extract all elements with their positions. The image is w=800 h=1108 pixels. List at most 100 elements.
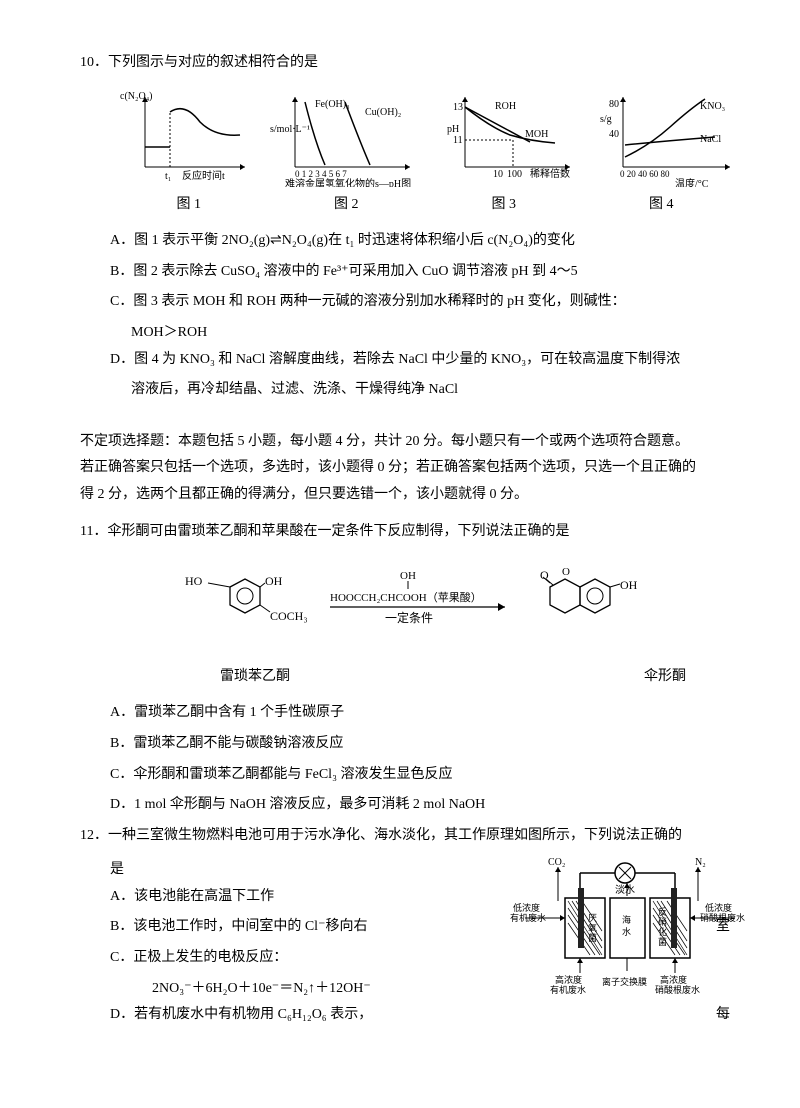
fig2-line1: Fe(OH)₃ xyxy=(315,99,350,110)
q12-opt-d: D．若有机废水中有机物用 C₆H₁₂O₆ 表示， xyxy=(110,1002,520,1029)
q10-opt-d: D．图 4 为 KNO₃ 和 NaCl 溶解度曲线，若除去 NaCl 中少量的 … xyxy=(110,347,740,374)
fig1-ylabel: c(N₂O₄) xyxy=(120,91,153,102)
q12-stem: 12．一种三室微生物燃料电池可用于污水净化、海水淡化，其工作原理如图所示，下列说… xyxy=(80,823,740,850)
fig3-moh: MOH xyxy=(525,129,548,140)
mid-out: 离子交换膜 xyxy=(602,976,647,987)
section-l2: 若正确答案只包括一个选项，多选时，该小题得 0 分；若正确答案包括两个选项，只选… xyxy=(80,455,740,482)
fig2-line2: Cu(OH)₂ xyxy=(365,107,401,118)
fig3-y11: 11 xyxy=(453,135,463,146)
svg-text:菌: 菌 xyxy=(588,932,597,943)
q12-b-suffix: 室 xyxy=(716,914,730,941)
fig2-label: 图 2 xyxy=(268,192,426,219)
reagent-label: HOOCCH₂CHCOOH（苹果酸） xyxy=(330,590,482,604)
q11-opt-a: A．雷琐苯乙酮中含有 1 个手性碳原子 xyxy=(110,700,740,727)
right-out1: 高浓度 xyxy=(660,974,687,985)
q10-number: 10． xyxy=(80,55,108,70)
svg-text:O: O xyxy=(562,566,570,578)
q12-stem-text: 一种三室微生物燃料电池可用于污水净化、海水淡化，其工作原理如图所示，下列说法正确… xyxy=(108,828,682,843)
q12-opt-b: B．该电池工作时，中间室中的 Cl⁻移向右 xyxy=(110,914,520,941)
fig3-x10: 10 xyxy=(493,169,503,180)
condition: 一定条件 xyxy=(385,610,433,625)
bact-l: 厌 xyxy=(588,913,597,923)
fig4-svg: 80 40 KNO₃ NaCl s/g 0 20 40 60 80 温度/°C xyxy=(595,87,735,187)
q10-opt-b: B．图 2 表示除去 CuSO₄ 溶液中的 Fe³⁺可采用加入 CuO 调节溶液… xyxy=(110,259,740,286)
q11-options: A．雷琐苯乙酮中含有 1 个手性碳原子 B．雷琐苯乙酮不能与碳酸钠溶液反应 C．… xyxy=(110,700,740,818)
fig3: 13 11 ROH MOH pH 10 100 稀释倍数 xyxy=(430,87,580,187)
right-name: 伞形酮 xyxy=(605,664,725,691)
fig3-x100: 100 xyxy=(507,169,522,180)
q10-opt-a: A．图 1 表示平衡 2NO₂(g)⇌N₂O₄(g)在 t₁ 时迅速将体积缩小后… xyxy=(110,228,740,255)
co2-label: CO₂ xyxy=(548,857,565,868)
svg-text:硝酸根废水: 硝酸根废水 xyxy=(655,984,700,995)
svg-text:有机废水: 有机废水 xyxy=(550,984,586,995)
fig3-label: 图 3 xyxy=(425,192,583,219)
svg-text:OH: OH xyxy=(265,574,283,588)
fig3-roh: ROH xyxy=(495,101,516,112)
fig4-y80: 80 xyxy=(609,99,619,110)
q10-opt-c: C．图 3 表示 MOH 和 ROH 两种一元碱的溶液分别加水稀释时的 pH 变… xyxy=(110,289,740,316)
reaction-ho: HO xyxy=(185,574,203,588)
q10-stem: 10．下列图示与对应的叙述相符合的是 xyxy=(80,50,740,77)
fig4-xlabel: 温度/°C xyxy=(675,177,709,187)
svg-text:化: 化 xyxy=(658,926,667,937)
fig4-ylabel: s/g xyxy=(600,114,612,125)
q12-diagram: CO₂ N₂ 淡水 低浓度 有机废水 低浓度 硝酸根废水 厌 氧 菌 海 水 反… xyxy=(510,853,750,1014)
n2-label: N₂ xyxy=(695,857,706,868)
q10-stem-text: 下列图示与对应的叙述相符合的是 xyxy=(108,55,318,70)
q12: 12．一种三室微生物燃料电池可用于污水净化、海水淡化，其工作原理如图所示，下列说… xyxy=(80,823,740,1029)
fig3-xlabel: 稀释倍数 xyxy=(530,167,570,180)
q11-number: 11． xyxy=(80,524,107,539)
section-l1: 不定项选择题：本题包括 5 小题，每小题 4 分，共计 20 分。每小题只有一个… xyxy=(80,429,740,456)
fig3-svg: 13 11 ROH MOH pH 10 100 稀释倍数 xyxy=(435,87,575,187)
svg-text:水: 水 xyxy=(622,926,631,937)
q11-stem-text: 伞形酮可由雷琐苯乙酮和苹果酸在一定条件下反应制得，下列说法正确的是 xyxy=(107,524,569,539)
q10-opt-c2: MOH＞ROH xyxy=(110,320,740,347)
svg-text:OH: OH xyxy=(620,578,638,592)
fig4: 80 40 KNO₃ NaCl s/g 0 20 40 60 80 温度/°C xyxy=(590,87,740,187)
reagent-oh: OH xyxy=(400,570,416,582)
fig4-label: 图 4 xyxy=(583,192,741,219)
fig2-ylabel: s/mol·L⁻¹ xyxy=(270,124,310,135)
svg-text:菌: 菌 xyxy=(658,936,667,947)
fig4-xticks: 0 20 40 60 80 xyxy=(620,169,670,179)
q11-reaction: HO OH COCH₃ OH HOOCCH₂CHCOOH（苹果酸） 一定条件 O… xyxy=(80,557,740,658)
fig4-kno3: KNO₃ xyxy=(700,101,725,112)
fig2-svg: Fe(OH)₃ Cu(OH)₂ s/mol·L⁻¹ 0 1 2 3 4 5 6 … xyxy=(270,87,420,187)
svg-text:硝: 硝 xyxy=(658,916,667,927)
right-in1: 低浓度 xyxy=(705,902,732,913)
mid-sea: 海 xyxy=(622,914,631,925)
fig1-xtick: t₁ xyxy=(165,171,171,182)
fig2-xlabel: 难溶金属氢氧化物的s—pH图 xyxy=(285,177,411,187)
fig4-y40: 40 xyxy=(609,129,619,140)
fuel-cell-svg: CO₂ N₂ 淡水 低浓度 有机废水 低浓度 硝酸根废水 厌 氧 菌 海 水 反… xyxy=(510,853,750,1003)
left-name: 雷琐苯乙酮 xyxy=(160,664,350,691)
fig2-xticks: 0 1 2 3 4 5 6 7 xyxy=(295,169,347,179)
fig1-svg: c(N₂O₄) t₁ 反应时间t xyxy=(120,87,250,187)
q12-d-suffix: 每 xyxy=(716,1002,730,1029)
fig3-ylabel: pH xyxy=(447,124,459,135)
q11-opt-c: C．伞形酮和雷琐苯乙酮都能与 FeCl₃ 溶液发生显色反应 xyxy=(110,762,740,789)
fig1-xlabel: 反应时间t xyxy=(182,169,225,182)
q12-opt-a: A．该电池能在高温下工作 xyxy=(110,884,520,911)
fig4-nacl: NaCl xyxy=(700,134,721,145)
section-note: 不定项选择题：本题包括 5 小题，每小题 4 分，共计 20 分。每小题只有一个… xyxy=(80,429,740,509)
left-in1: 低浓度 xyxy=(513,902,540,913)
danshui-label: 淡水 xyxy=(615,884,635,896)
reaction-labels: 雷琐苯乙酮 伞形酮 xyxy=(160,664,740,691)
bact-r: 反 xyxy=(658,907,667,917)
q10-fig-labels: 图 1 图 2 图 3 图 4 xyxy=(110,192,740,219)
q12-number: 12． xyxy=(80,828,108,843)
reaction-coch3: COCH₃ xyxy=(270,609,308,623)
svg-text:氧: 氧 xyxy=(588,922,597,933)
fig3-y13: 13 xyxy=(453,102,463,113)
q11-stem: 11．伞形酮可由雷琐苯乙酮和苹果酸在一定条件下反应制得，下列说法正确的是 xyxy=(80,519,740,546)
left-out1: 高浓度 xyxy=(555,974,582,985)
q12-opt-c2: 2NO₃⁻＋6H₂O＋10e⁻＝N₂↑＋12OH⁻ xyxy=(110,976,520,1003)
q10-options: A．图 1 表示平衡 2NO₂(g)⇌N₂O₄(g)在 t₁ 时迅速将体积缩小后… xyxy=(110,228,740,404)
q11-opt-b: B．雷琐苯乙酮不能与碳酸钠溶液反应 xyxy=(110,731,740,758)
reaction-svg: HO OH COCH₃ OH HOOCCH₂CHCOOH（苹果酸） 一定条件 O… xyxy=(130,557,690,647)
q12-opt-c: C．正极上发生的电极反应： xyxy=(110,945,520,972)
fig1: c(N₂O₄) t₁ 反应时间t xyxy=(110,87,260,187)
fig1-label: 图 1 xyxy=(110,192,268,219)
section-l3: 得 2 分，选两个且都正确的得满分，但只要选错一个，该小题就得 0 分。 xyxy=(80,482,740,509)
